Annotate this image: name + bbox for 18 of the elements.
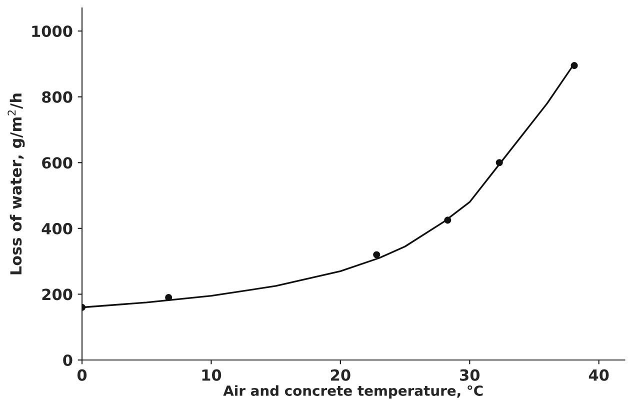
y-tick-label: 200 [42, 288, 72, 300]
x-tick-label: 30 [460, 369, 480, 381]
y-axis-title: Loss of water, g/m$^{2}$/h [8, 94, 25, 274]
point [570, 62, 578, 70]
point [165, 294, 172, 302]
y-tick-label: 0 [63, 354, 72, 366]
point [444, 216, 452, 224]
point [496, 159, 503, 166]
x-tick-label: 40 [588, 369, 609, 381]
y-tick-label: 1000 [32, 25, 72, 38]
point [373, 251, 380, 258]
y-tick-label: 400 [42, 222, 72, 234]
y-tick-label: 600 [42, 157, 72, 169]
x-tick-label: 10 [202, 369, 222, 381]
x-axis-title: Air and concrete temperature, °C [223, 385, 483, 399]
x-tick-label: 0 [77, 369, 87, 381]
x-tick-label: 20 [331, 369, 350, 381]
y-tick-label: 800 [42, 91, 72, 103]
